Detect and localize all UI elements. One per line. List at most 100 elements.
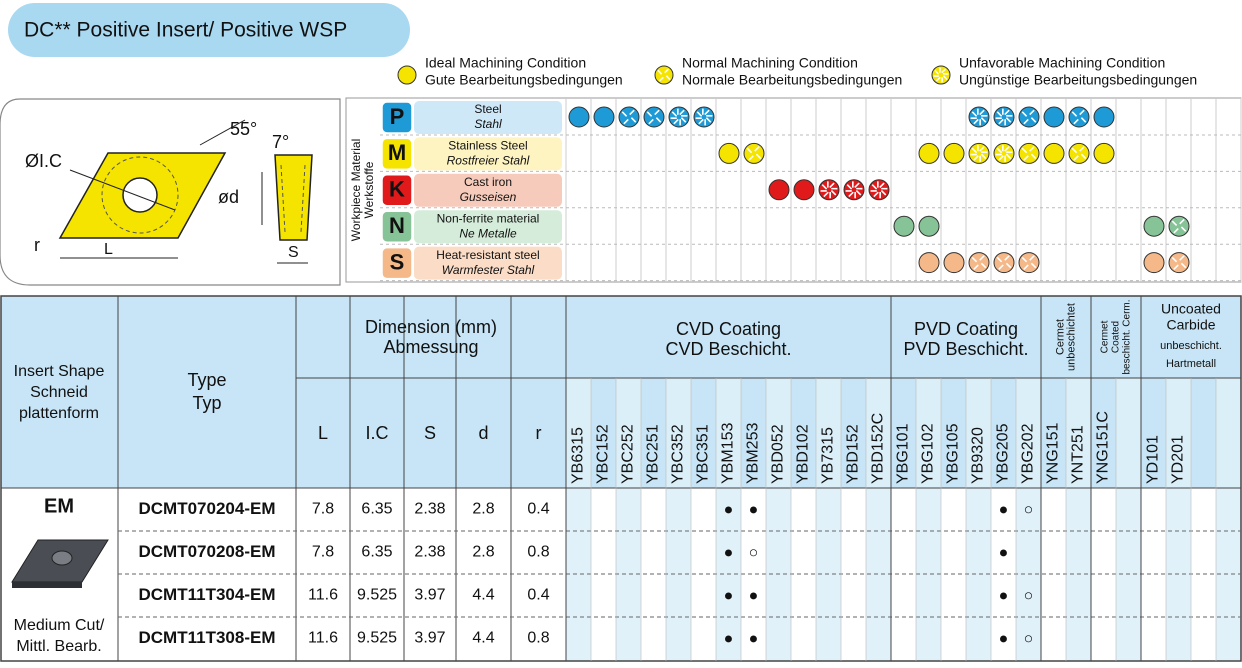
rating-circle [1044,107,1064,127]
grade-label: YD201 [1170,435,1187,484]
rating-icon [1069,107,1089,127]
material-name: Stainless Steel [448,139,527,153]
rating-circle [819,180,839,200]
rating-icon [1044,107,1064,127]
rating-circle [619,107,639,127]
rating-icon [994,107,1014,127]
dimension-header: S [424,423,436,443]
side-label: Werkstoffe [362,161,376,218]
rating-circle [969,107,989,127]
rating-circle [1169,253,1189,273]
grade-label: YNT251 [1070,425,1087,484]
shape-code: EM [44,495,74,517]
rating-icon [894,216,914,236]
dimension-value: 4.4 [472,587,494,604]
grade-mark: ● [999,588,1009,605]
dimension-value: 9.525 [357,630,397,647]
rating-icon [869,180,889,200]
dimension-value: 7.8 [312,501,334,518]
insert-photo-hole [52,551,72,565]
material-name-de: Stahl [474,117,502,131]
dimension-value: 0.4 [527,501,549,518]
dimension-value: 0.8 [527,544,549,561]
grade-label: YBC152 [595,424,612,484]
rating-icon [1019,253,1039,273]
rating-icon [594,107,614,127]
group-header: PVD Beschicht. [903,339,1028,359]
grade-label: YBM253 [745,423,762,484]
rating-icon [969,143,989,163]
rating-circle [769,180,789,200]
grade-label: YBC252 [620,424,637,484]
rating-icon [744,143,764,163]
material-name-de: Ne Metalle [459,226,517,240]
rating-circle [594,107,614,127]
rating-circle [1094,143,1114,163]
rating-circle [869,180,889,200]
dimension-header: I.C [365,423,388,443]
material-name: Non-ferrite material [437,211,540,225]
dimension-header: r [536,423,542,443]
dimension-label: L [104,241,113,258]
legend-text: Ideal Machining Condition [425,55,586,71]
grade-label: YBC352 [670,424,687,484]
column-stripe [666,378,691,661]
insert-hole [123,178,157,212]
rating-icon [1144,216,1164,236]
group-header: CVD Coating [676,319,781,339]
rating-icon [1069,143,1089,163]
rating-circle [1169,216,1189,236]
column-stripe [916,378,941,661]
dimension-value: 4.4 [472,630,494,647]
rating-circle [569,107,589,127]
rating-icon [1094,143,1114,163]
rating-icon [969,253,989,273]
dimension-label: r [34,235,40,255]
dimension-value: 0.4 [527,587,549,604]
grade-label: YB9320 [970,427,987,484]
column-header: Insert Shape [14,363,105,380]
group-header: Cermet [1100,320,1111,353]
shape-desc: Mittl. Bearb. [16,638,101,655]
rating-circle [919,143,939,163]
group-header: Uncoated [1161,301,1221,317]
rating-icon [644,107,664,127]
rating-circle [919,216,939,236]
legend-text: Unfavorable Machining Condition [959,55,1165,71]
rating-icon [944,253,964,273]
rating-circle [1069,107,1089,127]
dimension-value: 9.525 [357,587,397,604]
dimension-value: 11.6 [308,587,338,604]
dimension-value: 0.8 [527,630,549,647]
rating-circle [1094,107,1114,127]
rating-circle [644,107,664,127]
rating-circle [969,143,989,163]
grade-mark: ● [749,588,759,605]
material-name: Heat-resistant steel [436,248,539,262]
column-stripe [1066,378,1091,661]
column-stripe [1016,378,1041,661]
dimension-value: 3.97 [414,630,445,647]
grade-mark: ● [999,545,1009,562]
type-code: DCMT070208-EM [139,542,276,561]
grade-label: YBG105 [945,423,962,484]
rating-icon [969,107,989,127]
shape-desc: Medium Cut/ [14,617,105,634]
grade-mark: ● [749,631,759,648]
type-code: DCMT070204-EM [139,499,276,518]
dimension-value: 2.38 [414,544,445,561]
grade-mark: ● [724,545,734,562]
dimension-value: 2.8 [472,544,494,561]
dimension-header: d [478,423,488,443]
rating-icon [1144,253,1164,273]
rating-circle [932,66,950,84]
column-header: Schneid [30,384,88,401]
group-header: beschicht. Cerm. [1122,299,1133,374]
material-name: Steel [474,102,501,116]
rating-icon [919,253,939,273]
group-header: Coated [1111,321,1122,353]
dimension-label: ød [218,187,239,207]
grade-label: YBG202 [1020,423,1037,484]
